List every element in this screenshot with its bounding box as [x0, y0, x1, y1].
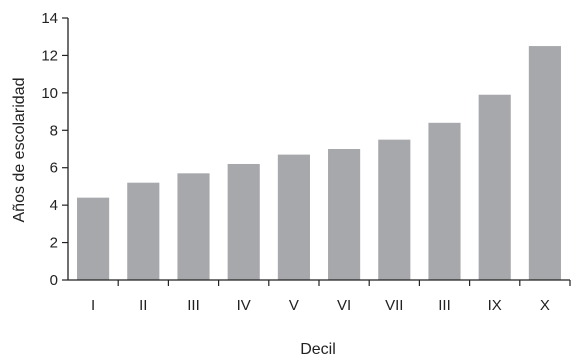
- bar-3: [177, 173, 210, 280]
- x-tick-label: VI: [337, 297, 351, 314]
- y-tick-label: 14: [41, 10, 58, 27]
- bar-8: [428, 122, 461, 280]
- x-ticks-group: I II III IV V VI VII III IX X: [91, 280, 571, 314]
- x-tick-label: IV: [237, 297, 251, 314]
- y-tick-label: 4: [50, 197, 58, 214]
- y-tick-label: 8: [50, 122, 58, 139]
- x-tick-label: IX: [488, 297, 502, 314]
- x-tick-label: III: [187, 297, 200, 314]
- x-axis-title: Decil: [300, 341, 336, 358]
- x-tick-label: I: [91, 297, 95, 314]
- y-tick-label: 12: [41, 47, 58, 64]
- y-ticks-group: 0 2 4 6 8 10 12 14: [41, 10, 68, 289]
- y-tick-label: 10: [41, 85, 58, 102]
- bar-7: [378, 139, 411, 280]
- x-tick-label: VII: [385, 297, 403, 314]
- bar-4: [227, 163, 260, 280]
- y-tick-label: 6: [50, 160, 58, 177]
- x-tick-label: III: [438, 297, 451, 314]
- bar-2: [127, 182, 160, 280]
- y-tick-label: 0: [50, 272, 58, 289]
- bar-9: [478, 94, 511, 280]
- bar-5: [277, 154, 310, 280]
- bar-10: [528, 46, 561, 281]
- bar-1: [77, 197, 110, 280]
- y-axis-title: Años de escolaridad: [11, 78, 28, 223]
- y-tick-label: 2: [50, 235, 58, 252]
- bars-group: [77, 46, 561, 281]
- x-tick-label: X: [540, 297, 550, 314]
- x-tick-label: II: [139, 297, 147, 314]
- x-tick-label: V: [289, 297, 299, 314]
- bar-6: [328, 149, 361, 280]
